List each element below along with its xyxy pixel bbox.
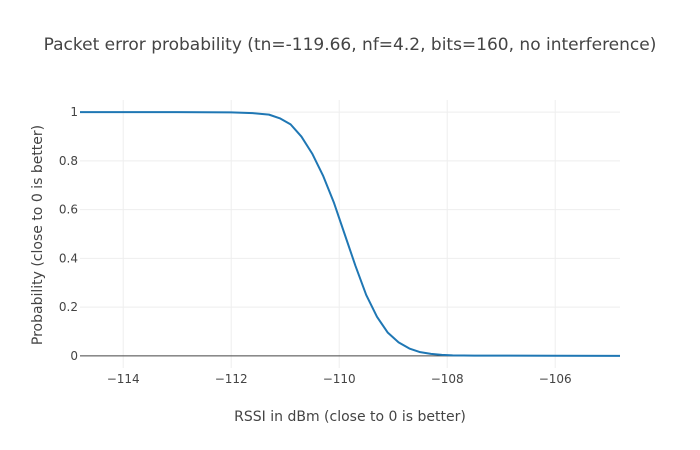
x-tick-label: −112 [215, 372, 248, 386]
y-tick-label: 0 [70, 349, 78, 363]
series-line [80, 111, 621, 357]
y-tick-label: 1 [70, 105, 78, 119]
y-tick-label: 0.6 [59, 203, 78, 217]
x-tick-label: −114 [107, 372, 140, 386]
x-tick-label: −110 [323, 372, 356, 386]
chart-title: Packet error probability (tn=-119.66, nf… [44, 35, 657, 55]
x-tick-label: −108 [431, 372, 464, 386]
x-tick-label: −106 [539, 372, 572, 386]
tick-labels: −114 −112 −110 −108 −106 0 0.2 0.4 0.6 0.8 1 [59, 105, 572, 386]
y-axis-label: Probability (close to 0 is better) [30, 125, 46, 345]
grid [80, 100, 620, 368]
y-tick-label: 0.8 [59, 154, 78, 168]
y-tick-label: 0.4 [59, 251, 78, 265]
x-axis-label: RSSI in dBm (close to 0 is better) [234, 409, 466, 425]
y-tick-label: 0.2 [59, 300, 78, 314]
series-layer [80, 111, 621, 357]
